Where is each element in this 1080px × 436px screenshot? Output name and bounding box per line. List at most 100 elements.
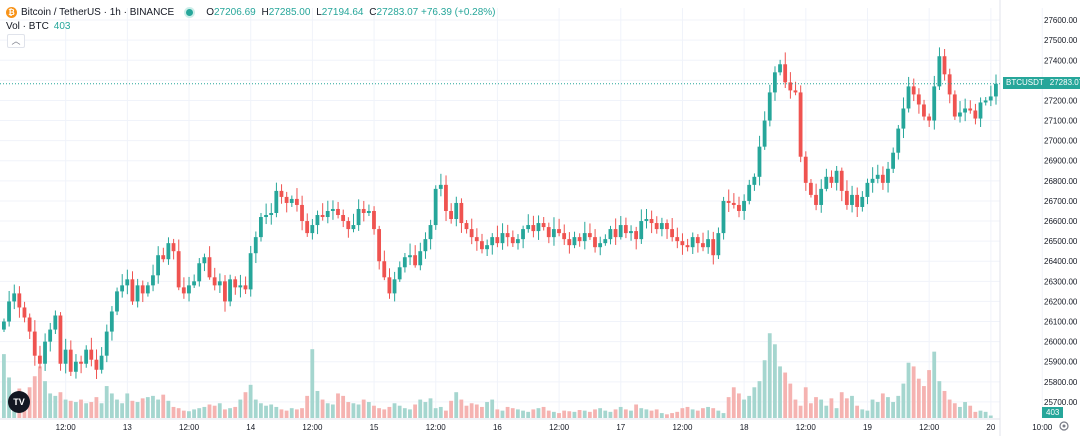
volume-label: Vol · BTC <box>6 21 49 32</box>
volume-bar <box>464 405 469 418</box>
volume-bar <box>341 395 346 418</box>
volume-bar <box>48 393 53 418</box>
volume-bar <box>58 392 63 418</box>
volume-bar <box>73 402 78 418</box>
candle-body <box>464 223 469 230</box>
volume-bar <box>952 403 957 418</box>
volume-bar <box>140 398 145 418</box>
tradingview-logo-icon[interactable]: TV <box>8 391 30 413</box>
candle-body <box>408 255 412 258</box>
candle-body <box>582 233 587 242</box>
volume-bar <box>171 406 176 418</box>
volume-bar <box>109 393 114 418</box>
symbol-title[interactable]: Bitcoin / TetherUS · 1h · BINANCE <box>21 6 175 18</box>
candle-body <box>952 94 957 117</box>
candle-body <box>366 210 371 213</box>
volume-bar <box>485 402 489 418</box>
volume-bar <box>772 344 777 418</box>
candle-body <box>17 293 22 308</box>
volume-bar <box>598 408 603 418</box>
volume-legend[interactable]: Vol · BTC 403 <box>6 21 70 32</box>
candle-body <box>798 92 803 157</box>
candle-body <box>438 184 443 189</box>
volume-bar <box>253 399 258 418</box>
volume-bar <box>695 410 700 418</box>
candle-body <box>886 168 890 183</box>
volume-bar <box>428 398 433 418</box>
y-tick-label: 25900.00 <box>1044 358 1078 367</box>
candle-body <box>932 86 937 121</box>
volume-bar <box>968 405 973 418</box>
x-tick-label: 12:00 <box>426 423 447 432</box>
candle-body <box>793 90 798 93</box>
candle-body <box>613 229 618 238</box>
volume-bar <box>187 411 191 418</box>
candle-body <box>747 184 752 201</box>
volume-bar <box>413 404 417 418</box>
volume-bar <box>438 406 443 418</box>
candle-body <box>84 349 89 364</box>
candle-body <box>654 223 659 230</box>
candle-body <box>480 241 484 250</box>
candle-body <box>911 86 916 95</box>
x-tick-label: 14 <box>246 423 255 432</box>
x-tick-label: 12:00 <box>672 423 693 432</box>
volume-bar <box>408 409 412 418</box>
collapse-legend-button[interactable]: ︿ <box>7 34 25 48</box>
candle-body <box>988 96 993 101</box>
volume-bar <box>932 351 937 418</box>
candle-body <box>166 243 171 260</box>
candle-body <box>603 239 608 244</box>
volume-bar <box>192 409 196 418</box>
y-tick-label: 27400.00 <box>1044 56 1078 65</box>
candle-body <box>983 100 988 103</box>
candle-body <box>212 277 217 286</box>
volume-bar <box>916 378 921 418</box>
candle-body <box>37 355 42 364</box>
volume-bar <box>654 409 659 418</box>
volume-bar <box>336 393 340 418</box>
candle-body <box>228 279 232 302</box>
candle-body <box>140 285 145 294</box>
candle-body <box>305 221 310 234</box>
candle-body <box>145 285 150 294</box>
volume-bar <box>659 413 664 418</box>
change-value: +76.39 (+0.28%) <box>421 6 496 18</box>
candle-body <box>89 349 94 360</box>
volume-bar <box>896 395 901 418</box>
candle-body <box>870 178 875 183</box>
volume-bar <box>269 404 274 418</box>
volume-bar <box>351 403 356 418</box>
candle-body <box>922 104 926 117</box>
candle-body <box>161 255 166 260</box>
volume-bar <box>366 402 371 418</box>
x-tick-label: 18 <box>740 423 749 432</box>
candle-body <box>639 221 644 240</box>
volume-bar <box>737 393 741 418</box>
candle-body <box>73 361 78 372</box>
volume-bar <box>392 403 397 418</box>
volume-bar <box>99 403 104 418</box>
volume-bar <box>294 409 299 418</box>
candle-body <box>608 229 613 240</box>
volume-bar <box>53 395 58 418</box>
candle-body <box>593 237 597 248</box>
open-label: O <box>206 6 214 18</box>
volume-bar <box>480 406 484 418</box>
volume-bar <box>526 411 531 418</box>
volume-bar <box>788 383 793 418</box>
candle-body <box>315 215 320 226</box>
candle-body <box>706 239 710 248</box>
candle-body <box>814 194 818 205</box>
candle-body <box>202 257 207 264</box>
volume-bar <box>551 411 556 418</box>
candle-body <box>896 128 901 153</box>
settings-gear-icon[interactable] <box>1058 420 1070 432</box>
candle-body <box>485 245 489 250</box>
candle-body <box>927 116 931 121</box>
candle-body <box>469 229 474 238</box>
y-tick-label: 25700.00 <box>1044 398 1078 407</box>
volume-bar <box>387 406 392 418</box>
volume-bar <box>454 392 459 418</box>
